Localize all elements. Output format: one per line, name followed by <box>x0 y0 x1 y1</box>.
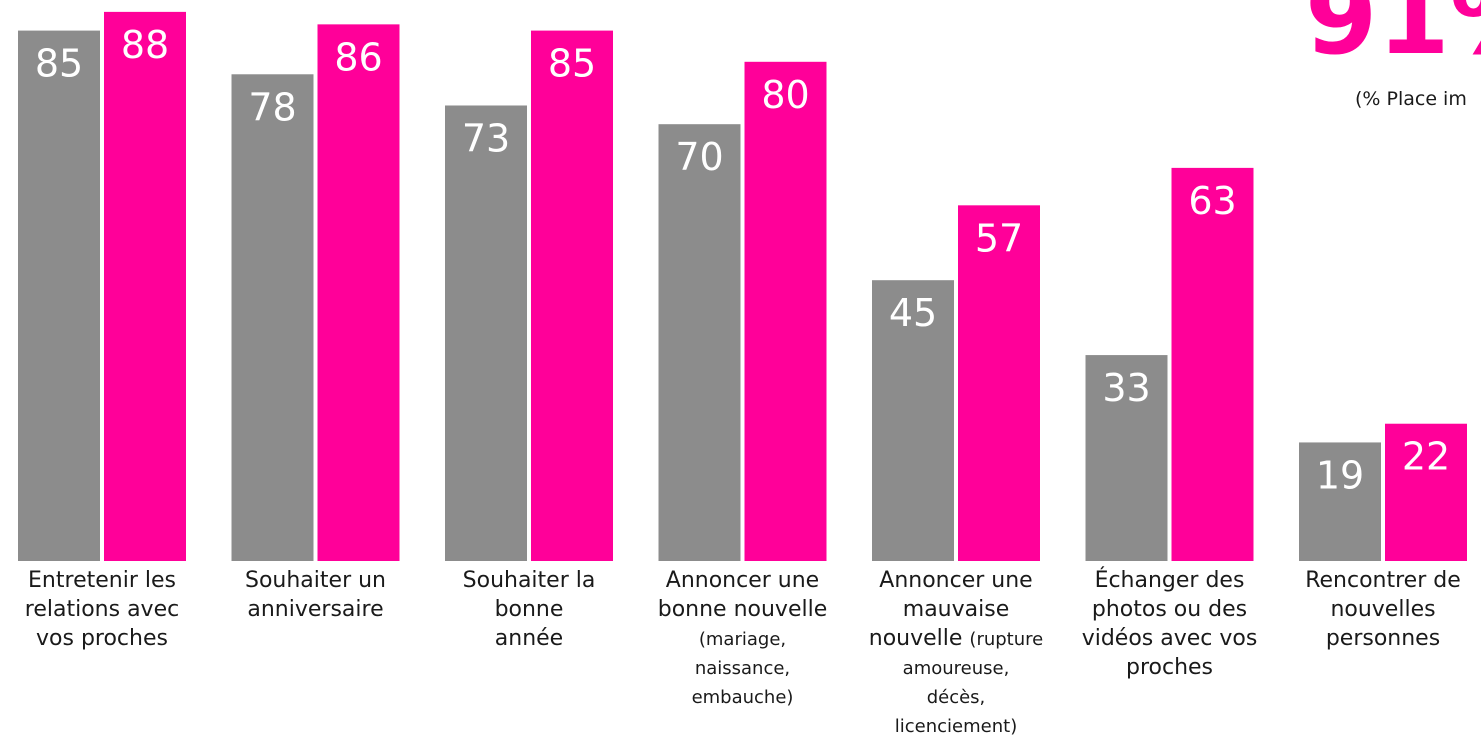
bar-grey-3 <box>445 105 527 561</box>
category-label-main: Échanger des photos ou des vidéos avec v… <box>1081 568 1258 680</box>
category-label-3: Souhaiter la bonne année <box>419 566 639 653</box>
category-label-main: Annoncer une bonne nouvelle <box>657 568 828 622</box>
category-label-1: Entretenir les relations avec vos proche… <box>0 566 212 653</box>
value-label-pink-6: 63 <box>1188 179 1236 223</box>
bar-pink-4 <box>744 61 827 562</box>
category-label-main: Souhaiter un anniversaire <box>245 568 386 622</box>
bar-pink-2 <box>317 24 400 562</box>
value-label-grey-3: 73 <box>462 116 510 160</box>
category-label-main: Rencontrer de nouvelles personnes <box>1305 568 1461 651</box>
value-label-grey-2: 78 <box>248 85 296 129</box>
value-label-grey-1: 85 <box>35 42 83 86</box>
category-label-detail: (mariage, naissance, embauche) <box>691 629 794 708</box>
highlight-caption: (% Place im <box>1355 88 1467 110</box>
bar-pink-1 <box>104 11 186 561</box>
category-label-detail: (rupture amoureuse, décès, licenciement) <box>894 629 1044 737</box>
value-label-grey-5: 45 <box>889 291 937 335</box>
category-label-4: Annoncer une bonne nouvelle (mariage, na… <box>633 566 853 711</box>
bar-grey-1 <box>18 30 100 562</box>
value-label-grey-4: 70 <box>675 135 723 179</box>
bar-pink-3 <box>531 30 613 562</box>
category-label-6: Échanger des photos ou des vidéos avec v… <box>1060 566 1280 682</box>
bar-grey-2 <box>231 74 314 561</box>
bar-pink-5 <box>958 205 1040 561</box>
bar-grey-6 <box>1085 355 1168 561</box>
bar-grey-4 <box>658 124 741 561</box>
category-label-7: Rencontrer de nouvelles personnes <box>1273 566 1481 653</box>
value-label-pink-5: 57 <box>975 216 1023 260</box>
bar-pink-7 <box>1385 423 1467 561</box>
value-label-pink-2: 86 <box>334 35 382 79</box>
category-label-main: Souhaiter la bonne année <box>462 568 596 651</box>
bar-grey-5 <box>872 280 954 561</box>
value-label-pink-1: 88 <box>121 23 169 67</box>
value-label-grey-7: 19 <box>1316 453 1364 497</box>
value-label-grey-6: 33 <box>1102 366 1150 410</box>
bar-grey-7 <box>1299 442 1381 561</box>
value-label-pink-7: 22 <box>1402 435 1450 479</box>
highlight-value: 91% <box>1305 0 1481 78</box>
category-label-2: Souhaiter un anniversaire <box>206 566 426 624</box>
bar-pink-6 <box>1171 167 1254 561</box>
category-label-main: Entretenir les relations avec vos proche… <box>24 568 180 651</box>
category-label-5: Annoncer une mauvaise nouvelle (rupture … <box>846 566 1066 740</box>
category-label-main: Annoncer une mauvaise nouvelle <box>868 568 1033 651</box>
value-label-pink-3: 85 <box>548 42 596 86</box>
value-label-pink-4: 80 <box>761 73 809 117</box>
